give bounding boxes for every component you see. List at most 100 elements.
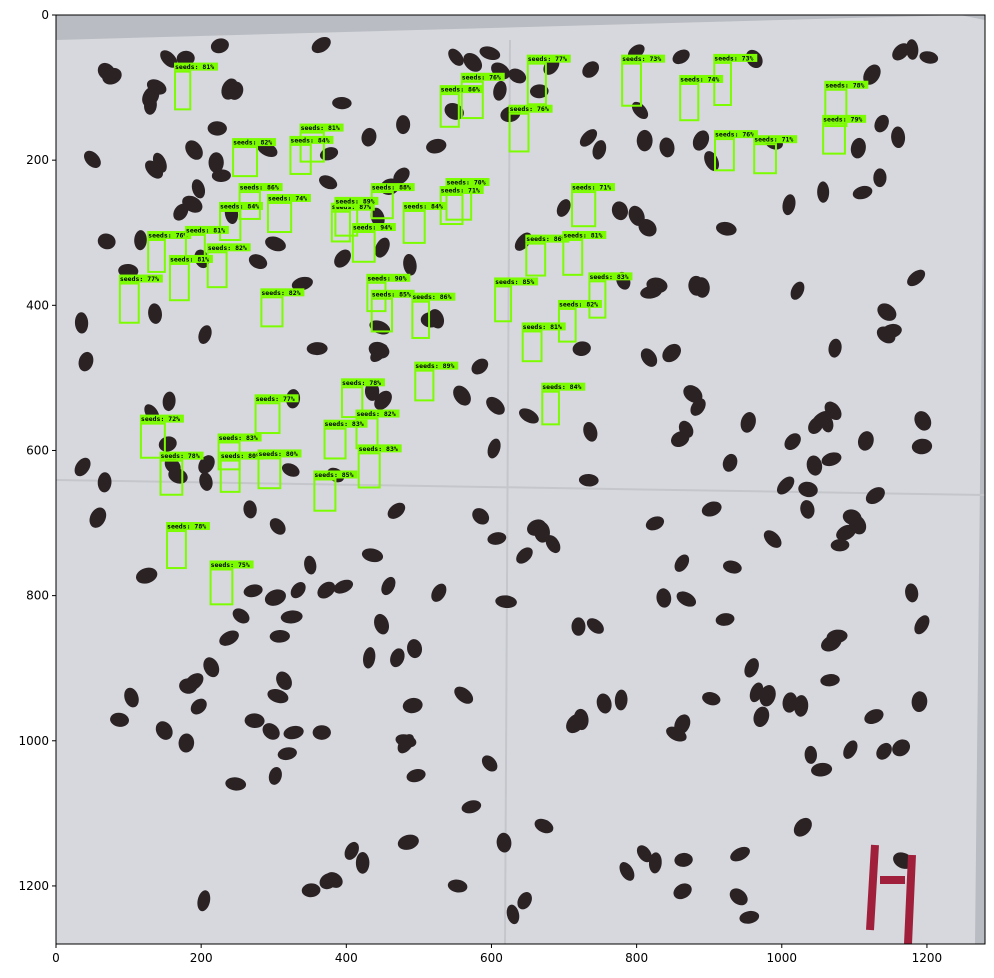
detection-label: seeds: 78% <box>161 452 200 460</box>
seed <box>333 579 354 594</box>
seed <box>78 351 94 372</box>
detection-box <box>299 131 325 163</box>
seed <box>534 521 550 543</box>
detection-box <box>402 209 426 244</box>
detection-label: seeds: 82% <box>356 410 395 418</box>
detection-box <box>526 62 547 106</box>
detection-label-bg <box>370 183 415 192</box>
seed <box>877 303 897 321</box>
seed <box>636 845 652 863</box>
detection-label: seeds: 75% <box>211 561 250 569</box>
detection-label-bg <box>439 185 484 194</box>
detection-label: seeds: 82% <box>208 244 247 252</box>
seed <box>864 709 884 725</box>
detection-box <box>439 93 460 128</box>
seed <box>426 138 447 154</box>
detection-label-bg <box>166 522 211 531</box>
x-tick-label: 800 <box>625 951 648 965</box>
seed <box>739 910 760 924</box>
seed <box>402 697 423 714</box>
seed <box>160 50 178 68</box>
seed <box>428 309 445 329</box>
seed <box>640 348 658 367</box>
detection-label: seeds: 73% <box>622 55 661 63</box>
seed <box>666 726 687 742</box>
seed <box>811 762 833 777</box>
detection-label-bg <box>334 196 379 205</box>
detection-box <box>340 386 364 419</box>
detection-label: seeds: 84% <box>220 202 259 210</box>
detection-label: seeds: 71% <box>754 136 793 144</box>
seed <box>74 312 89 334</box>
seed <box>178 733 195 753</box>
seed <box>264 589 286 606</box>
seed <box>493 80 507 101</box>
seed <box>363 647 376 669</box>
seed <box>662 343 681 363</box>
seed <box>857 431 874 451</box>
detection-label: seeds: 80% <box>221 452 260 460</box>
seed <box>301 883 321 898</box>
detection-box <box>323 427 347 460</box>
seed <box>817 181 830 203</box>
detection-box <box>508 112 530 153</box>
detection-box <box>147 238 166 273</box>
detection-label: seeds: 77% <box>120 275 159 283</box>
marker-digit <box>866 844 916 944</box>
seed <box>97 233 116 250</box>
seed <box>74 457 91 477</box>
seed <box>645 516 665 531</box>
detection-box <box>334 204 359 237</box>
detection-label-bg <box>445 178 490 187</box>
seed <box>690 398 706 416</box>
detection-label-bg <box>588 272 633 281</box>
detection-label-bg <box>357 444 402 453</box>
detection-label-bg <box>526 54 571 63</box>
detection-label: seeds: 79% <box>823 115 862 123</box>
detection-box <box>232 146 259 178</box>
detection-box <box>621 62 642 107</box>
seed <box>614 689 628 711</box>
detection-label: seeds: 84% <box>290 136 329 144</box>
y-tick-label: 1000 <box>18 734 49 748</box>
detection-label-bg <box>139 414 184 423</box>
seed <box>911 438 933 455</box>
seed <box>749 682 764 703</box>
seed <box>198 455 215 474</box>
seed <box>306 342 328 356</box>
seed <box>155 721 173 740</box>
seed <box>865 487 885 505</box>
seed <box>248 254 268 269</box>
detection-label: seeds: 86% <box>526 235 565 243</box>
detection-label: seeds: 86% <box>412 293 451 301</box>
seed <box>836 524 856 541</box>
detection-box <box>541 390 560 426</box>
seed <box>176 50 195 66</box>
seed <box>892 739 911 757</box>
detection-box <box>494 285 513 323</box>
detection-label-bg <box>824 80 869 89</box>
detection-label: seeds: 83% <box>219 434 258 442</box>
detection-label-bg <box>439 85 484 94</box>
seed <box>387 502 406 519</box>
seed <box>914 615 930 635</box>
seed <box>210 38 229 54</box>
seed <box>191 179 206 199</box>
seed <box>722 453 738 472</box>
seed <box>152 152 167 173</box>
y-tick-label: 400 <box>26 298 49 312</box>
seed <box>676 591 697 607</box>
seed <box>579 129 598 147</box>
x-tick-label: 600 <box>480 951 503 965</box>
detection-label: seeds: 83% <box>589 273 628 281</box>
detection-box <box>257 457 282 490</box>
seed <box>672 49 690 65</box>
detection-label-bg <box>257 449 302 458</box>
seed <box>203 657 220 678</box>
detection-label: seeds: 76% <box>462 73 501 81</box>
seed <box>118 263 139 278</box>
seed <box>199 472 213 491</box>
x-tick-label: 1000 <box>767 951 798 965</box>
detection-box <box>174 70 192 111</box>
detection-box <box>260 296 284 328</box>
